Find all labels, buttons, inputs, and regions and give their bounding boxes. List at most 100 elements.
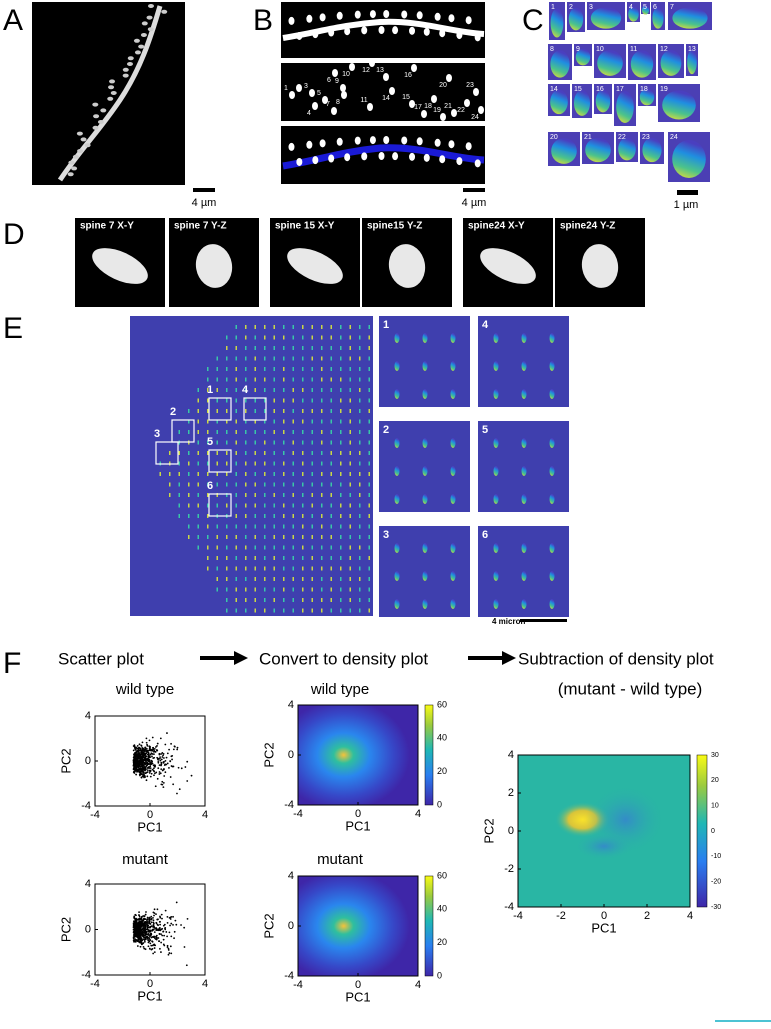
scatter-point <box>160 761 163 764</box>
spine-glyph <box>254 493 256 497</box>
scatter-point <box>146 751 149 753</box>
spine-glyph <box>368 524 370 529</box>
scatter-point <box>132 920 135 923</box>
x-tick-label: 4 <box>202 978 208 990</box>
density-map <box>298 876 418 976</box>
colorbar-tick-label: 40 <box>437 904 447 914</box>
scatter-point <box>142 756 145 759</box>
spine <box>456 31 463 40</box>
spine <box>76 131 83 136</box>
scatter-point <box>145 762 148 764</box>
colorbar-tick-label: 20 <box>437 937 447 947</box>
scatter-point <box>150 752 153 755</box>
spine-shape <box>574 90 590 116</box>
spine-glyph <box>340 335 342 340</box>
spine-glyph <box>292 335 294 340</box>
scatter-point <box>162 753 165 755</box>
spine-glyph <box>321 451 323 455</box>
scatter-point <box>166 762 169 765</box>
spine <box>392 152 399 161</box>
spine-glyph <box>273 587 275 592</box>
spine-glyph <box>302 356 304 361</box>
panel-label: D <box>3 218 25 251</box>
spine-shape <box>662 90 696 120</box>
spine-glyph <box>226 440 228 445</box>
spine-glyph <box>311 377 313 382</box>
spine-glyph <box>311 461 313 466</box>
scatter-point <box>143 915 146 918</box>
spine-glyph <box>169 472 171 476</box>
y-tick-label: -4 <box>81 800 91 812</box>
scatter-point <box>158 773 161 775</box>
scatter-point <box>143 773 145 776</box>
spine-glyph <box>368 356 370 361</box>
y-tick-label: 0 <box>288 920 294 932</box>
spine-glyph <box>226 566 228 571</box>
scatter-point <box>138 911 140 914</box>
spine-glyph <box>245 472 247 476</box>
spine-glyph <box>254 388 256 392</box>
spine-glyph <box>302 556 304 560</box>
spine-shape <box>550 8 564 38</box>
spine-glyph <box>254 545 256 550</box>
spine <box>107 96 114 101</box>
spine-glyph <box>340 325 342 329</box>
spine-glyph <box>330 398 332 403</box>
x-tick-label: 0 <box>601 910 607 922</box>
spine <box>344 153 351 162</box>
spine-glyph <box>235 598 237 602</box>
spine-glyph <box>311 598 313 602</box>
scatter-point <box>136 918 139 921</box>
scatter-point <box>161 934 164 937</box>
spine <box>340 84 346 92</box>
spine-glyph <box>188 493 190 497</box>
spine-glyph <box>450 333 456 343</box>
spine-glyph <box>330 377 332 382</box>
spine <box>344 27 351 36</box>
scatter-point <box>169 760 172 763</box>
scatter-point <box>149 749 152 752</box>
panel-label: E <box>3 312 23 345</box>
spine-glyph <box>521 389 527 399</box>
spine-glyph <box>549 361 555 371</box>
spine-number: 14 <box>382 95 390 102</box>
spine-glyph <box>321 409 323 413</box>
y-tick-label: 0 <box>508 825 514 837</box>
spine-glyph <box>349 356 351 361</box>
scatter-point <box>140 917 143 920</box>
scatter-point <box>135 932 138 934</box>
colorbar-tick-label: 20 <box>711 777 719 784</box>
spine-glyph <box>340 398 342 403</box>
spine-glyph <box>292 566 294 571</box>
spine-glyph <box>349 430 351 434</box>
spine <box>68 160 75 165</box>
scatter-point <box>133 936 135 939</box>
spine-glyph <box>302 346 304 350</box>
spine-glyph <box>283 472 285 476</box>
scatter-point <box>147 932 150 935</box>
spine-glyph <box>169 482 171 487</box>
scatter-point <box>132 925 135 927</box>
spine-glyph <box>311 451 313 455</box>
scatter-point <box>135 754 138 757</box>
spine-glyph <box>311 430 313 434</box>
spine-glyph <box>245 535 247 539</box>
scatter-point <box>159 923 162 926</box>
spine-glyph <box>394 389 400 399</box>
spine-glyph <box>311 535 313 539</box>
scatter-point <box>138 765 141 768</box>
spine-shape <box>630 50 654 78</box>
tile-number: 24 <box>670 134 678 141</box>
spine-glyph <box>235 409 237 413</box>
scatter-point <box>134 764 137 767</box>
scatter-point <box>143 940 146 943</box>
spine-glyph <box>311 388 313 392</box>
highlight-box <box>208 397 232 421</box>
scatter-point <box>134 769 137 772</box>
spine-render <box>581 244 619 288</box>
plot-frame <box>94 883 206 976</box>
spine <box>465 16 472 25</box>
spine-glyph <box>254 419 256 424</box>
scatter-point <box>158 921 161 923</box>
spine-glyph <box>264 430 266 434</box>
